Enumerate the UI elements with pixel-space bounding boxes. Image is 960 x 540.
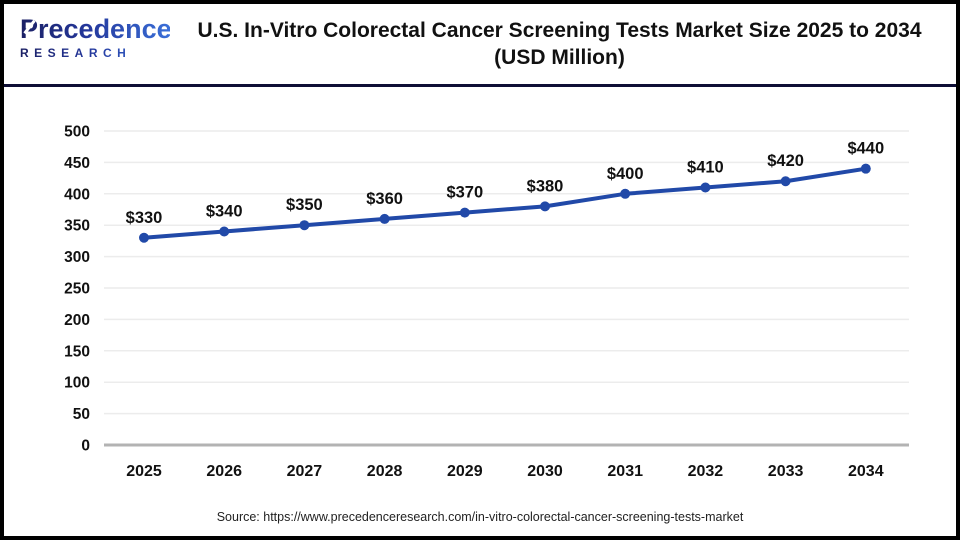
x-axis-tick-label: 2032 [688, 463, 724, 480]
logo-brand-subtext: RESEARCH [20, 46, 170, 60]
x-axis-tick-label: 2033 [768, 463, 804, 480]
grid-lines [104, 130, 909, 447]
data-point [780, 176, 791, 187]
series-line [142, 166, 868, 240]
data-point-label: $420 [767, 152, 804, 170]
data-point-label: $380 [527, 177, 564, 195]
y-axis-tick-label: 350 [64, 218, 90, 235]
data-point [219, 226, 230, 237]
logo-brand-text: Precedence [20, 14, 172, 44]
data-point [540, 201, 550, 212]
y-axis-tick-label: 500 [64, 124, 90, 141]
source-note: Source: https://www.precedenceresearch.c… [216, 510, 744, 524]
data-point [700, 182, 711, 193]
data-point [379, 213, 390, 224]
y-axis-tick-label: 100 [64, 375, 90, 392]
y-axis-tick-label: 50 [73, 406, 90, 423]
x-axis-tick-label: 2025 [126, 463, 162, 480]
y-axis-tick-label: 150 [64, 343, 90, 360]
precedence-research-logo: Precedence RESEARCH [20, 14, 172, 61]
page-title-line1: U.S. In-Vitro Colorectal Cancer Screenin… [197, 18, 922, 42]
y-axis-tick-label: 300 [64, 249, 90, 266]
data-point-label: $360 [366, 190, 403, 208]
x-axis-tick-label: 2027 [287, 463, 323, 480]
x-axis-tick-label: 2029 [447, 463, 483, 480]
y-axis-tick-label: 0 [81, 438, 90, 455]
data-point-label: $410 [687, 159, 724, 177]
x-axis-tick-label: 2031 [607, 463, 643, 480]
x-axis-tick-label: 2030 [527, 463, 563, 480]
x-axis-labels: 2025 2026 2027 2028 2029 2030 2031 2032 2033 2034 [126, 463, 883, 480]
data-labels: $330 $340 $350 $360 $370 $380 $400 $410 $420 $440 [126, 140, 885, 227]
y-axis-tick-label: 400 [64, 186, 90, 203]
data-points [139, 163, 871, 243]
data-point-label: $330 [126, 209, 163, 227]
data-point-label: $350 [286, 196, 323, 214]
page-title: U.S. In-Vitro Colorectal Cancer Screenin… [169, 4, 950, 84]
x-axis-tick-label: 2026 [206, 463, 242, 480]
data-point-label: $340 [206, 202, 243, 220]
y-axis-tick-label: 450 [64, 155, 90, 172]
data-point [620, 188, 631, 199]
data-point-label: $440 [847, 140, 884, 158]
data-point [139, 232, 149, 243]
x-axis-tick-label: 2034 [848, 463, 884, 480]
data-point [459, 207, 470, 218]
header: Precedence RESEARCH U.S. In-Vitro Colore… [4, 4, 956, 87]
data-point [860, 163, 871, 174]
page-title-line2: (USD Million) [494, 46, 625, 69]
y-axis-tick-label: 200 [64, 312, 90, 329]
y-axis-tick-label: 250 [64, 281, 90, 298]
data-point-label: $370 [446, 184, 483, 202]
y-axis-labels: 0 50 100 150 200 250 300 350 400 450 500 [64, 124, 90, 455]
data-point [299, 220, 310, 231]
data-point-label: $400 [607, 165, 644, 183]
x-axis-tick-label: 2028 [367, 463, 403, 480]
